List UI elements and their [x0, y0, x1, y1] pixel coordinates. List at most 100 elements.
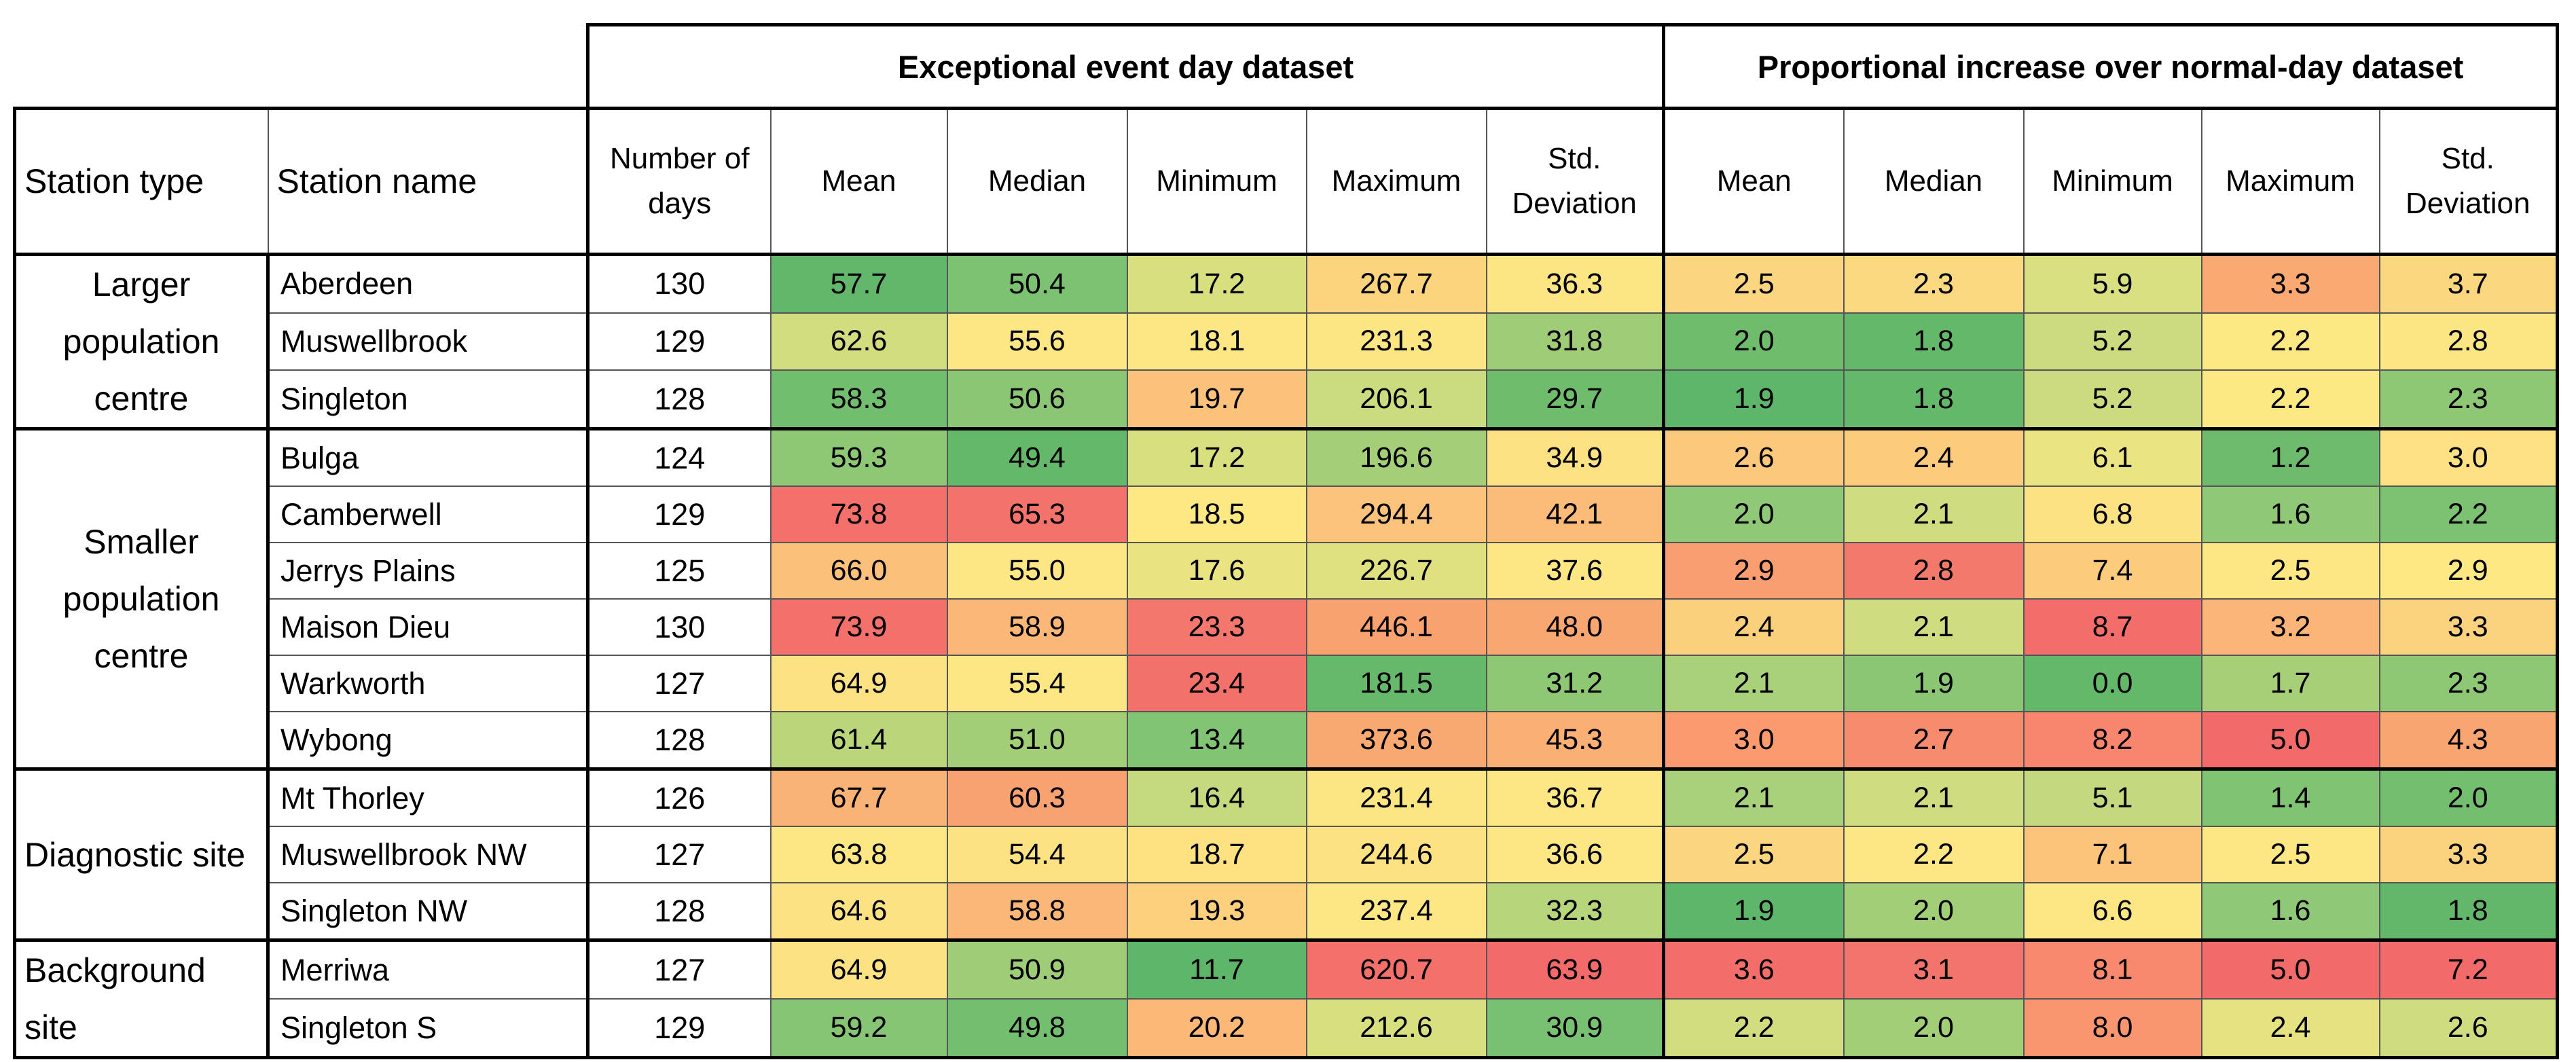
value-cell: 48.0	[1485, 598, 1665, 656]
table-row: Muswellbrook NW 127 63.8 54.4 18.7 244.6 36.6 2…	[15, 826, 2559, 883]
value-cell: 7.4	[2022, 542, 2202, 600]
station-name-cell: Warkworth	[267, 655, 589, 712]
value-cell: 8.2	[2022, 711, 2202, 770]
value-cell: 64.6	[769, 882, 948, 941]
value-cell: 58.3	[769, 369, 948, 430]
value-cell: 3.2	[2200, 598, 2380, 656]
value-cell: 8.0	[2022, 998, 2202, 1059]
value-cell: 3.1	[1843, 938, 2025, 1000]
value-cell: 3.0	[2378, 427, 2559, 487]
value-cell: 50.9	[946, 938, 1128, 1000]
value-cell: 2.8	[1843, 542, 2025, 600]
value-cell: 1.2	[2200, 427, 2380, 487]
table-row: Muswellbrook 129 62.6 55.6 18.1 231.3 31.8 2.0 1…	[15, 312, 2559, 371]
value-cell: 8.7	[2022, 598, 2202, 656]
value-cell: 5.0	[2200, 711, 2380, 770]
table-row: Warkworth 127 64.9 55.4 23.4 181.5 31.2 2.1 1.9 0…	[15, 655, 2559, 712]
station-name-cell: Jerrys Plains	[267, 542, 589, 600]
station-name-cell: Camberwell	[267, 486, 589, 543]
value-cell: 23.3	[1126, 598, 1307, 656]
value-cell: 2.4	[1843, 427, 2025, 487]
value-cell: 1.8	[2378, 882, 2559, 941]
number-of-days-cell: 129	[586, 998, 772, 1059]
value-cell: 181.5	[1305, 655, 1487, 712]
value-cell: 244.6	[1305, 826, 1487, 883]
value-cell: 231.4	[1305, 767, 1487, 827]
table-row: Wybong 128 61.4 51.0 13.4 373.6 45.3 3.0 2.7 8.2 5…	[15, 711, 2559, 770]
table-row: Singleton S 129 59.2 49.8 20.2 212.6 30.9 2.2 2.…	[15, 998, 2559, 1059]
station-type-cell: Larger population centre	[13, 253, 270, 431]
value-cell: 373.6	[1305, 711, 1487, 770]
station-name-cell: Muswellbrook	[267, 312, 589, 371]
value-cell: 59.3	[769, 427, 948, 487]
column-header: Station name	[267, 107, 589, 256]
value-cell: 2.1	[1662, 767, 1845, 827]
value-cell: 2.8	[2378, 312, 2559, 371]
station-name-cell: Muswellbrook NW	[267, 826, 589, 883]
value-cell: 63.9	[1485, 938, 1665, 1000]
number-of-days-cell: 127	[586, 826, 772, 883]
value-cell: 16.4	[1126, 767, 1307, 827]
value-cell: 2.5	[1662, 826, 1845, 883]
value-cell: 29.7	[1485, 369, 1665, 430]
value-cell: 65.3	[946, 486, 1128, 543]
station-type-cell: Smaller population centre	[13, 427, 270, 771]
number-of-days-cell: 128	[586, 369, 772, 430]
value-cell: 64.9	[769, 938, 948, 1000]
value-cell: 1.8	[1843, 369, 2025, 430]
value-cell: 3.3	[2200, 253, 2380, 314]
value-cell: 6.6	[2022, 882, 2202, 941]
column-header: Std. Deviation	[1485, 107, 1665, 256]
value-cell: 60.3	[946, 767, 1128, 827]
value-cell: 446.1	[1305, 598, 1487, 656]
value-cell: 0.0	[2022, 655, 2202, 712]
data-table-container: Exceptional event day dataset Proportiona…	[13, 23, 2559, 1059]
station-name-cell: Merriwa	[267, 938, 589, 1000]
value-cell: 2.5	[2200, 542, 2380, 600]
value-cell: 42.1	[1485, 486, 1665, 543]
value-cell: 58.9	[946, 598, 1128, 656]
value-cell: 2.7	[1843, 711, 2025, 770]
value-cell: 55.4	[946, 655, 1128, 712]
value-cell: 2.2	[2200, 369, 2380, 430]
value-cell: 67.7	[769, 767, 948, 827]
value-cell: 19.7	[1126, 369, 1307, 430]
column-header: Minimum	[2022, 107, 2202, 256]
value-cell: 2.2	[1843, 826, 2025, 883]
value-cell: 18.7	[1126, 826, 1307, 883]
value-cell: 34.9	[1485, 427, 1665, 487]
number-of-days-cell: 129	[586, 312, 772, 371]
value-cell: 73.9	[769, 598, 948, 656]
value-cell: 6.8	[2022, 486, 2202, 543]
value-cell: 3.6	[1662, 938, 1845, 1000]
value-cell: 37.6	[1485, 542, 1665, 600]
station-name-cell: Bulga	[267, 427, 589, 487]
value-cell: 1.9	[1662, 369, 1845, 430]
value-cell: 54.4	[946, 826, 1128, 883]
value-cell: 2.0	[1662, 312, 1845, 371]
value-cell: 57.7	[769, 253, 948, 314]
value-cell: 226.7	[1305, 542, 1487, 600]
value-cell: 2.1	[1662, 655, 1845, 712]
station-name-cell: Mt Thorley	[267, 767, 589, 827]
table-row: Singleton 128 58.3 50.6 19.7 206.1 29.7 1.9 1.8 5…	[15, 369, 2559, 430]
table-row: Camberwell 129 73.8 65.3 18.5 294.4 42.1 2.0 2.1…	[15, 486, 2559, 543]
value-cell: 63.8	[769, 826, 948, 883]
group-header-exceptional: Exceptional event day dataset	[586, 23, 1665, 109]
station-statistics-table: Exceptional event day dataset Proportiona…	[13, 23, 2559, 1059]
value-cell: 23.4	[1126, 655, 1307, 712]
value-cell: 45.3	[1485, 711, 1665, 770]
value-cell: 51.0	[946, 711, 1128, 770]
table-body: Exceptional event day dataset Proportiona…	[13, 23, 2559, 1059]
value-cell: 31.2	[1485, 655, 1665, 712]
value-cell: 73.8	[769, 486, 948, 543]
column-header: Mean	[1662, 107, 1845, 256]
value-cell: 1.8	[1843, 312, 2025, 371]
value-cell: 2.0	[1843, 998, 2025, 1059]
value-cell: 3.3	[2378, 826, 2559, 883]
value-cell: 6.1	[2022, 427, 2202, 487]
value-cell: 1.9	[1662, 882, 1845, 941]
value-cell: 5.1	[2022, 767, 2202, 827]
value-cell: 196.6	[1305, 427, 1487, 487]
value-cell: 1.7	[2200, 655, 2380, 712]
